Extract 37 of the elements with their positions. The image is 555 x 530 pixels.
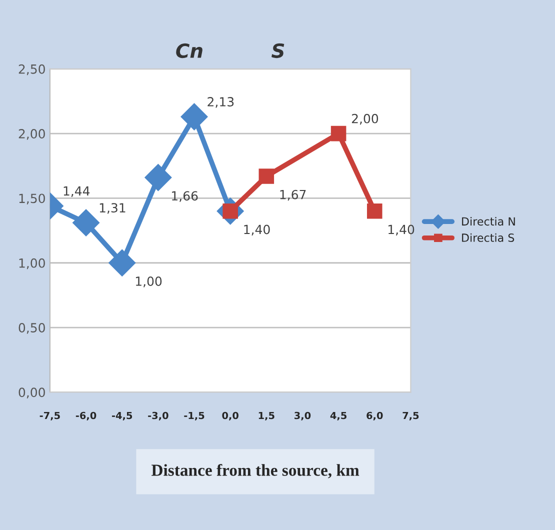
- data-label: 1,31: [100, 203, 126, 214]
- y-tick-label: 2,50: [18, 64, 45, 76]
- point: [330, 126, 346, 142]
- x-tick-label: 4,5: [330, 412, 346, 420]
- x-tick-label: -6,0: [76, 412, 96, 420]
- x-tick-label: -1,5: [184, 412, 204, 420]
- point: [180, 103, 208, 130]
- point: [108, 249, 136, 276]
- chart-title: Cn S: [176, 43, 284, 58]
- data-label: 2,13: [208, 97, 234, 108]
- y-tick-label: 2,00: [18, 129, 45, 140]
- x-tick-label: 6,0: [366, 412, 383, 420]
- x-tick-label: -3,0: [148, 412, 168, 420]
- data-label: 1,67: [280, 190, 306, 201]
- data-label: 1,40: [244, 224, 270, 236]
- x-tick-label: -4,5: [112, 412, 132, 420]
- point: [144, 164, 172, 191]
- y-tick-label: 0,00: [18, 388, 45, 398]
- data-label: 1,66: [172, 191, 198, 202]
- point: [366, 204, 382, 219]
- x-tick-label: 1,5: [258, 412, 274, 420]
- point: [258, 168, 274, 184]
- data-label: 1,00: [136, 276, 162, 288]
- x-tick-label: 7,5: [402, 412, 419, 420]
- y-tick-label: 0,50: [18, 323, 45, 334]
- point: [72, 209, 100, 236]
- data-label: 1,44: [64, 186, 90, 197]
- x-tick-label: 3,0: [294, 412, 311, 420]
- y-tick-label: 1,00: [19, 258, 45, 270]
- y-tick-label: 1,50: [19, 194, 45, 204]
- x-tick-label: 0,0: [222, 412, 238, 420]
- x-axis-title: Distance from the source, km: [152, 464, 360, 478]
- legend-label: Directia S: [462, 233, 514, 242]
- legend-label: Directia N: [462, 217, 515, 226]
- data-label: 2,00: [352, 114, 378, 125]
- data-label: 1,40: [388, 224, 414, 236]
- x-tick-label: -7,5: [40, 412, 60, 420]
